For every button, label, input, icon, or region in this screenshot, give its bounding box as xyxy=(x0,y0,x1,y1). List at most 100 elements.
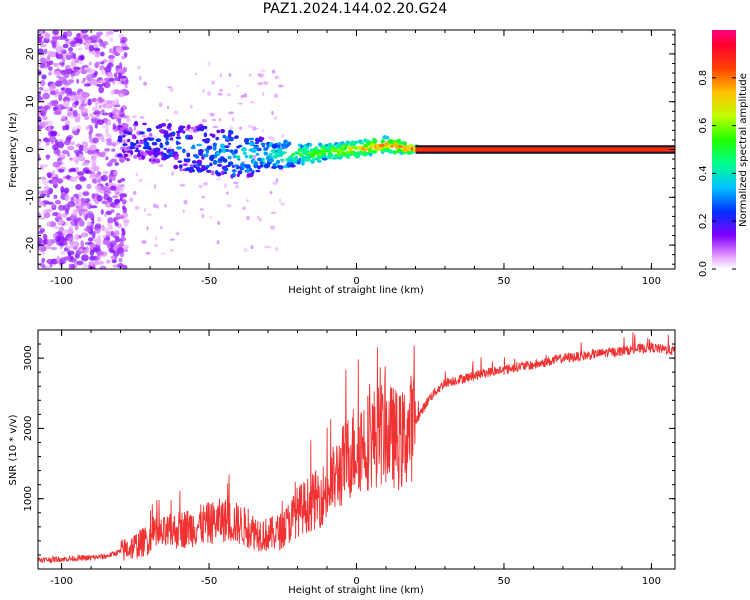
heatmap-cell xyxy=(355,153,360,159)
heatmap-cell xyxy=(362,151,368,157)
heatmap-cell xyxy=(48,60,54,65)
heatmap-cell xyxy=(312,157,316,162)
heatmap-cell xyxy=(102,170,109,175)
heatmap-cell xyxy=(198,184,203,189)
heatmap-cell xyxy=(142,122,147,126)
heatmap-cell xyxy=(60,250,66,255)
heatmap-cell xyxy=(121,46,130,51)
heatmap-cell xyxy=(54,80,63,87)
heatmap-cell xyxy=(175,153,180,158)
heatmap-cell xyxy=(215,136,219,141)
heatmap-cell xyxy=(212,145,217,151)
heatmap-cell xyxy=(345,140,350,145)
heatmap-cell xyxy=(206,145,213,150)
heatmap-cell xyxy=(229,125,233,130)
heatmap-cell xyxy=(276,159,281,164)
heatmap-cell xyxy=(119,240,124,247)
heatmap-cell xyxy=(64,241,68,246)
heatmap-cell xyxy=(228,72,232,77)
heatmap-cell xyxy=(52,161,61,168)
heatmap-cell xyxy=(118,258,123,263)
heatmap-cell xyxy=(97,216,102,222)
heatmap-cell xyxy=(116,65,121,69)
heatmap-cell xyxy=(250,100,255,104)
heatmap-cell xyxy=(258,217,262,222)
x-tick-label: -100 xyxy=(50,276,73,287)
heatmap-cell xyxy=(108,58,114,64)
heatmap-cell xyxy=(86,221,92,227)
heatmap-cell xyxy=(237,170,243,175)
heatmap-cell xyxy=(82,77,87,82)
heatmap-cell xyxy=(257,157,262,162)
heatmap-cell xyxy=(341,151,347,156)
heatmap-cell xyxy=(396,143,403,146)
heatmap-cell xyxy=(248,167,253,172)
x-tick-label: 100 xyxy=(642,576,661,587)
heatmap-cell xyxy=(393,150,398,154)
heatmap-cell xyxy=(50,246,58,251)
snr-x-axis-label: Height of straight line (km) xyxy=(288,585,424,596)
heatmap-cell xyxy=(96,119,105,125)
heatmap-cell xyxy=(92,115,97,119)
heatmap-cell xyxy=(256,147,262,152)
heatmap-cell xyxy=(272,163,277,166)
chart-title: PAZ1.2024.144.02.20.G24 xyxy=(262,1,448,17)
heatmap-cell xyxy=(236,155,241,160)
heatmap-cell xyxy=(82,93,89,98)
heatmap-cell xyxy=(251,149,257,153)
heatmap-cell xyxy=(220,143,225,149)
heatmap-cell xyxy=(167,123,172,128)
heatmap-cell xyxy=(39,44,48,48)
heatmap-cell xyxy=(90,116,98,124)
heatmap-cell xyxy=(116,214,124,218)
heatmap-cell xyxy=(226,204,232,208)
heatmap-cell xyxy=(86,74,94,82)
heatmap-cell xyxy=(55,178,64,184)
heatmap-cell xyxy=(260,69,266,72)
heatmap-cell xyxy=(65,106,72,110)
heatmap-cell xyxy=(44,265,50,269)
heatmap-cell xyxy=(266,143,270,148)
heatmap-cell xyxy=(108,134,112,140)
heatmap-cell xyxy=(79,98,83,105)
heatmap-cell xyxy=(91,159,97,165)
heatmap-cell xyxy=(119,93,124,97)
heatmap-cell xyxy=(101,68,105,75)
heatmap-cell xyxy=(354,146,359,151)
heatmap-cell xyxy=(278,165,284,170)
heatmap-cell xyxy=(203,125,208,130)
heatmap-cell xyxy=(169,137,174,141)
heatmap-cell xyxy=(110,255,117,260)
y-tick-label: 20 xyxy=(25,48,36,61)
x-tick-label: 50 xyxy=(498,576,511,587)
heatmap-cell xyxy=(57,139,64,143)
heatmap-cell xyxy=(89,243,96,249)
heatmap-cell xyxy=(38,201,44,207)
heatmap-cell xyxy=(180,125,186,129)
heatmap-cell xyxy=(287,141,292,146)
heatmap-cell xyxy=(51,203,56,209)
heatmap-cell xyxy=(154,147,161,153)
heatmap-cell xyxy=(171,171,174,176)
heatmap-cell xyxy=(163,147,167,151)
heatmap-cell xyxy=(122,143,128,147)
heatmap-cell xyxy=(242,206,246,211)
heatmap-cell xyxy=(188,129,194,133)
heatmap-cell xyxy=(216,178,222,181)
heatmap-cell xyxy=(68,47,74,52)
heatmap-cell xyxy=(39,193,47,198)
heatmap-cell xyxy=(38,106,42,110)
heatmap-cell xyxy=(223,183,228,189)
heatmap-cell xyxy=(80,232,89,238)
heatmap-cell xyxy=(216,240,220,245)
heatmap-cell xyxy=(107,73,114,79)
heatmap-cell xyxy=(333,153,338,159)
heatmap-cell xyxy=(216,163,223,167)
heatmap-cell xyxy=(253,127,259,130)
heatmap-cell xyxy=(101,174,108,182)
heatmap-cell xyxy=(72,156,80,163)
heatmap-cell xyxy=(246,199,249,202)
heatmap-cell xyxy=(145,252,151,255)
heatmap-cell xyxy=(38,48,44,55)
heatmap-cell xyxy=(257,73,263,77)
